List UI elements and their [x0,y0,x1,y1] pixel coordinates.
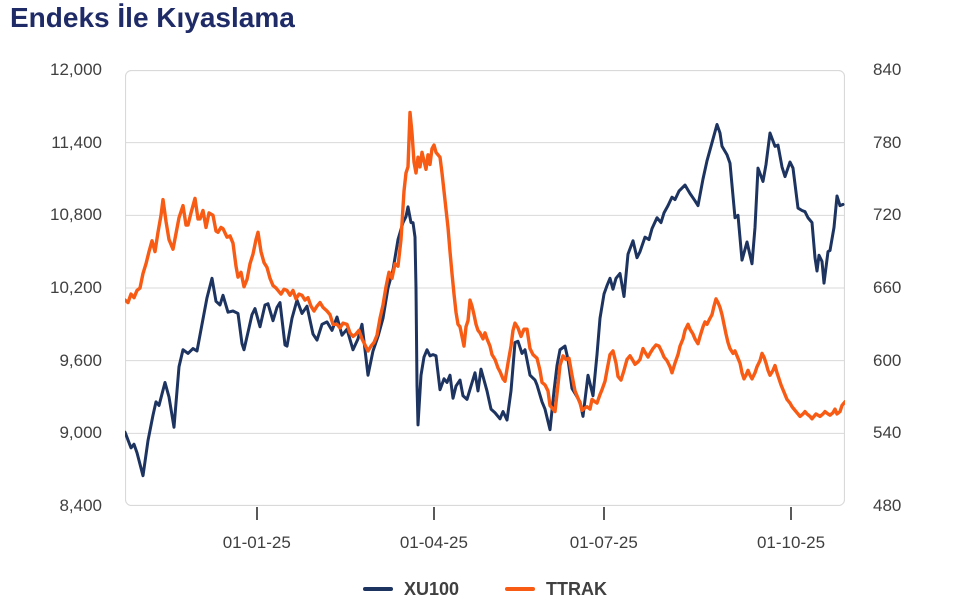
chart-title: Endeks İle Kıyaslama [10,2,295,33]
right-axis-tick-label: 660 [873,278,902,297]
x-axis-tick-label: 01-01-25 [222,533,291,552]
left-axis-tick-label: 9,600 [59,350,102,370]
x-axis-tick [602,507,605,520]
right-axis-tick-label: 480 [873,496,902,515]
left-axis-tick-label: 10,800 [50,205,102,225]
plot-area [125,70,845,506]
legend-item-xu100: XU100 [362,578,460,600]
left-axis-tick-label: 12,000 [50,60,102,79]
right-axis-tick-label: 540 [873,423,902,443]
legend-label-ttrak: TTRAK [546,578,608,599]
left-axis-tick-label: 11,400 [51,132,102,152]
legend-swatch-xu100 [362,587,393,591]
x-axis-tick-label: 01-10-25 [756,533,826,552]
legend: XU100 TTRAK [125,576,845,602]
x-axis-tick [432,507,435,520]
x-axis-tick [255,507,258,520]
right-axis-tick-label: 780 [873,132,902,152]
right-axis-tick-label: 720 [873,205,902,225]
legend-swatch-ttrak [505,587,536,591]
legend-label-xu100: XU100 [403,578,460,599]
left-axis-tick-label: 8,400 [59,496,102,515]
series-line-ttrak [125,110,845,421]
legend-item-ttrak: TTRAK [505,579,607,600]
x-axis-tick-label: 01-04-25 [399,533,468,552]
left-axis-tick-label: 9,000 [59,423,102,443]
right-axis-tick-label: 840 [873,60,902,79]
x-axis-tick [790,507,792,520]
right-axis-tick-label: 600 [873,350,902,370]
x-axis-tick-label: 01-07-25 [569,533,638,552]
plot-border [125,70,845,506]
left-axis-tick-label: 10,200 [50,278,102,297]
series-line-xu100 [125,123,845,478]
